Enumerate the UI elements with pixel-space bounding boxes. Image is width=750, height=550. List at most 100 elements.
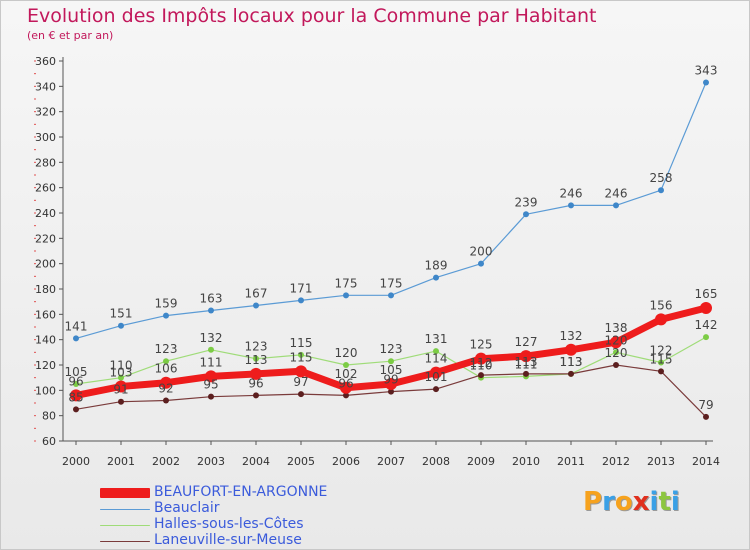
data-label: 113	[515, 355, 538, 369]
y-tick-label: 140	[35, 334, 56, 347]
data-point	[208, 393, 214, 400]
data-label: 110	[470, 359, 493, 373]
y-tick-label: 100	[35, 384, 56, 397]
data-label: 114	[425, 352, 448, 366]
data-point	[478, 260, 484, 267]
x-tick-label: 2000	[62, 455, 90, 468]
data-point	[205, 370, 217, 383]
x-tick-label: 2008	[422, 455, 450, 468]
data-point	[160, 376, 172, 389]
data-point	[163, 312, 169, 319]
legend-label: Laneuville-sur-Meuse	[154, 532, 302, 548]
data-label: 132	[200, 331, 223, 345]
data-label: 96	[338, 376, 353, 390]
y-tick-label: 280	[35, 156, 56, 169]
data-point	[610, 336, 622, 349]
data-label: 151	[110, 307, 133, 321]
x-tick-label: 2009	[467, 455, 495, 468]
data-point	[343, 362, 349, 368]
series-lines	[70, 79, 712, 420]
data-point	[73, 406, 79, 413]
data-label: 123	[245, 340, 268, 354]
data-label: 101	[425, 370, 448, 384]
data-label: 167	[245, 286, 268, 300]
data-point	[433, 274, 439, 281]
data-label: 85	[68, 390, 83, 404]
data-label: 111	[515, 357, 538, 371]
x-tick-label: 2003	[197, 455, 225, 468]
data-point	[430, 366, 442, 379]
data-point	[253, 302, 259, 309]
logo-letter: r	[602, 487, 615, 517]
data-point	[208, 307, 214, 314]
data-label: 343	[695, 64, 718, 78]
series-beaufort-en-argonne	[70, 302, 712, 402]
data-label: 92	[158, 381, 173, 395]
data-label: 258	[650, 171, 673, 185]
data-label: 239	[515, 195, 538, 209]
data-point	[475, 352, 487, 365]
data-label: 159	[155, 297, 178, 311]
data-point	[118, 374, 124, 381]
data-point	[478, 372, 484, 379]
y-tick-label: 340	[35, 80, 56, 93]
data-point	[520, 350, 532, 363]
data-point	[385, 378, 397, 390]
data-point	[655, 313, 667, 326]
data-point	[340, 381, 352, 394]
y-tick-label: 180	[35, 283, 56, 296]
logo-letter: i	[670, 487, 680, 517]
data-point	[298, 351, 304, 358]
data-label: 110	[110, 359, 133, 373]
data-label: 91	[113, 383, 128, 397]
data-point	[208, 346, 214, 353]
data-label: 142	[695, 318, 718, 332]
y-tick-label: 220	[35, 232, 56, 245]
data-point	[433, 386, 439, 393]
data-label: 123	[155, 342, 178, 356]
x-tick-label: 2011	[557, 455, 585, 468]
data-label: 96	[68, 374, 83, 388]
axes: 60 80 100 120 140 160 180 200 220 240 260 280 300 320…	[34, 55, 720, 468]
data-label: 138	[605, 321, 628, 335]
data-label: 132	[560, 329, 583, 343]
data-point	[163, 397, 169, 404]
data-label: 95	[203, 378, 218, 392]
data-label: 171	[290, 281, 313, 295]
data-point	[163, 358, 169, 365]
data-label: 115	[650, 352, 673, 366]
legend-label: BEAUFORT-EN-ARGONNE	[154, 484, 328, 500]
series-halles-sous-les-c-tes	[73, 334, 709, 387]
data-point	[118, 322, 124, 329]
data-point	[613, 349, 619, 356]
data-label: 125	[470, 338, 493, 352]
data-point	[568, 202, 574, 209]
data-point	[523, 211, 529, 218]
data-label: 115	[290, 350, 313, 364]
data-point	[388, 388, 394, 395]
data-label: 79	[698, 398, 713, 412]
data-point	[613, 362, 619, 368]
legend-label: Beauclair	[154, 500, 220, 516]
data-label: 102	[335, 367, 358, 381]
data-label: 112	[470, 356, 493, 370]
data-point	[568, 370, 574, 377]
data-point	[73, 335, 79, 342]
logo-letter: t	[658, 487, 671, 517]
data-point	[343, 392, 349, 399]
data-label: 163	[200, 292, 223, 306]
data-label: 105	[380, 363, 403, 377]
data-label: 97	[293, 375, 308, 389]
data-label: 111	[200, 355, 223, 369]
data-point	[613, 202, 619, 209]
data-label: 120	[335, 346, 358, 360]
data-label: 113	[245, 353, 268, 367]
x-tick-label: 2014	[692, 455, 720, 468]
data-label: 99	[383, 373, 398, 387]
data-label: 175	[380, 276, 403, 290]
data-point	[250, 367, 262, 380]
data-point	[700, 302, 712, 314]
y-tick-label: 120	[35, 359, 56, 372]
proxiti-logo: Proxiti	[583, 487, 680, 517]
